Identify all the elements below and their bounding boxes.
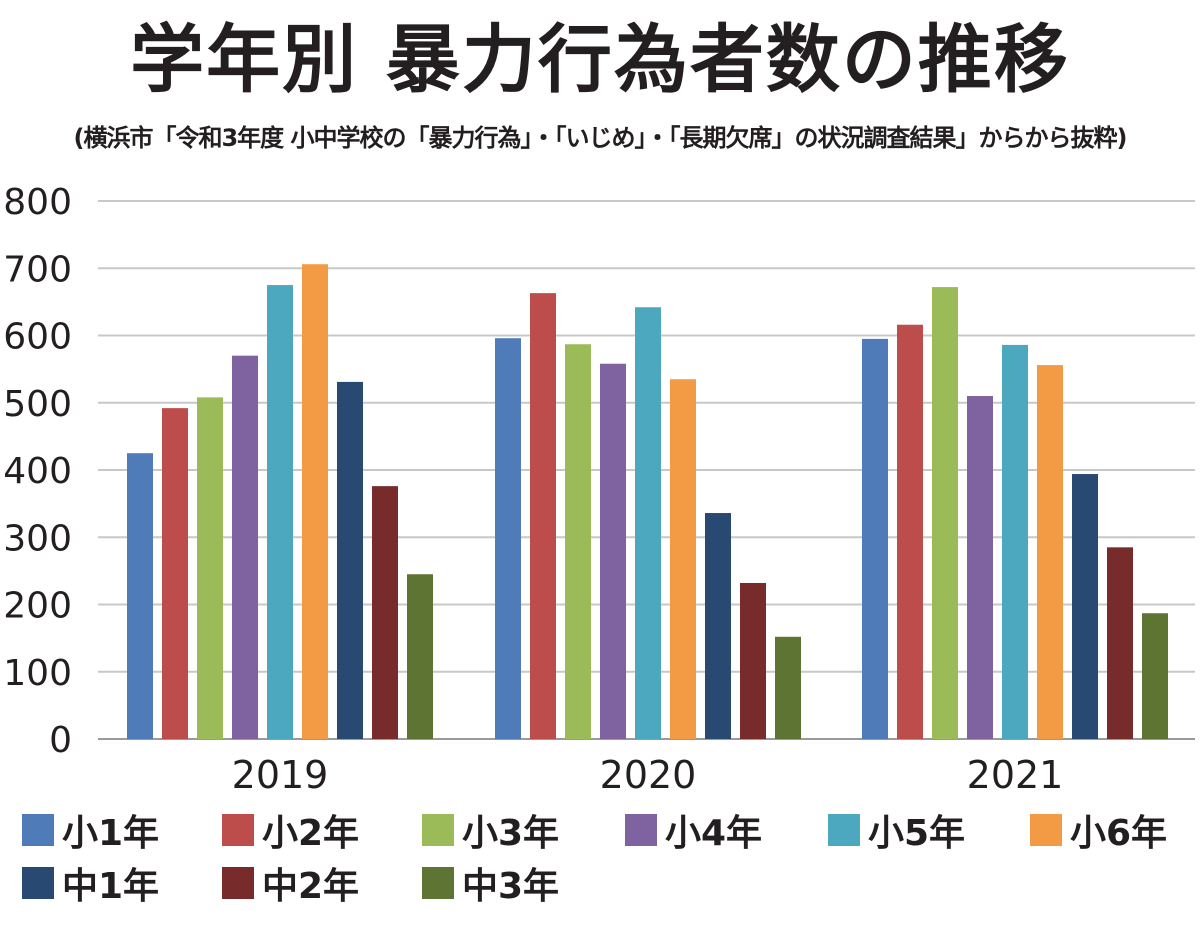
y-tick-label: 600 xyxy=(3,317,72,358)
y-tick-label: 200 xyxy=(3,586,72,627)
legend-item: 小1年 xyxy=(22,805,159,855)
bar-chart: 0 100 200 300 400 500 600 700 800 2019 2020 2021 xyxy=(3,182,1195,797)
legend-item: 小3年 xyxy=(422,805,559,855)
legend-swatch xyxy=(625,814,657,846)
legend-swatch xyxy=(22,814,54,846)
legend-item: 小2年 xyxy=(222,805,359,855)
legend-label: 小6年 xyxy=(1070,813,1168,854)
bar-2021-小1年 xyxy=(862,338,888,739)
chart-title: 学年別 暴力行為者数の推移 xyxy=(130,17,1070,103)
legend-item: 中3年 xyxy=(422,858,559,908)
legend-item: 中2年 xyxy=(222,858,359,908)
bar-2021-中1年 xyxy=(1072,474,1098,739)
bar-2019-中2年 xyxy=(372,486,398,739)
x-tick-label: 2020 xyxy=(600,753,697,797)
y-tick-label: 100 xyxy=(3,653,72,694)
legend-item: 中1年 xyxy=(22,858,159,908)
bar-2021-小3年 xyxy=(932,287,958,739)
bar-2021-中3年 xyxy=(1142,613,1168,739)
x-tick-label: 2021 xyxy=(967,753,1064,797)
y-tick-label: 0 xyxy=(49,720,72,761)
bar-2020-中2年 xyxy=(740,582,766,739)
bar-2019-小5年 xyxy=(267,285,293,739)
bar-2020-小2年 xyxy=(530,293,556,739)
bar-2020-中1年 xyxy=(705,513,731,739)
x-tick-label: 2019 xyxy=(232,753,329,797)
bar-2020-小6年 xyxy=(670,379,696,739)
legend-label: 小4年 xyxy=(665,813,763,854)
legend-item: 小6年 xyxy=(1030,805,1167,855)
legend-item: 小4年 xyxy=(625,805,762,855)
bar-2019-小6年 xyxy=(302,264,328,739)
legend-swatch xyxy=(222,867,254,899)
legend-swatch xyxy=(828,814,860,846)
bar-2020-小4年 xyxy=(600,363,626,739)
legend-label: 中2年 xyxy=(262,866,360,907)
bar-2019-小3年 xyxy=(197,397,223,739)
legend-label: 小2年 xyxy=(262,813,360,854)
bar-2020-小3年 xyxy=(565,344,591,739)
y-tick-label: 700 xyxy=(3,249,72,290)
bar-2019-小4年 xyxy=(232,355,258,739)
legend-swatch xyxy=(422,867,454,899)
bar-2021-小5年 xyxy=(1002,344,1028,739)
bar-2021-中2年 xyxy=(1107,547,1133,739)
bar-2020-小1年 xyxy=(495,338,521,739)
bar-2019-中3年 xyxy=(407,574,433,739)
legend-label: 中3年 xyxy=(462,866,560,907)
legend-label: 中1年 xyxy=(62,866,160,907)
chart-subtitle: (横浜市「令和3年度 小中学校の「暴力行為」・「いじめ」・「長期欠席」の状況調査… xyxy=(73,124,1128,152)
legend-label: 小1年 xyxy=(62,813,160,854)
bar-2021-小4年 xyxy=(967,396,993,739)
y-tick-label: 300 xyxy=(3,518,72,559)
y-tick-label: 400 xyxy=(3,451,72,492)
y-tick-label: 500 xyxy=(3,384,72,425)
bar-2021-小2年 xyxy=(897,324,923,739)
legend-label: 小5年 xyxy=(868,813,966,854)
bar-2019-小2年 xyxy=(162,408,188,739)
bar-2019-小1年 xyxy=(127,453,153,739)
legend-swatch xyxy=(222,814,254,846)
legend-swatch xyxy=(422,814,454,846)
legend-label: 小3年 xyxy=(462,813,560,854)
y-tick-label: 800 xyxy=(3,182,72,223)
bar-2020-中3年 xyxy=(775,636,801,739)
bar-2020-小5年 xyxy=(635,307,661,739)
legend-item: 小5年 xyxy=(828,805,965,855)
legend-swatch xyxy=(22,867,54,899)
bar-2019-中1年 xyxy=(337,381,363,739)
legend-swatch xyxy=(1030,814,1062,846)
bar-2021-小6年 xyxy=(1037,365,1063,739)
